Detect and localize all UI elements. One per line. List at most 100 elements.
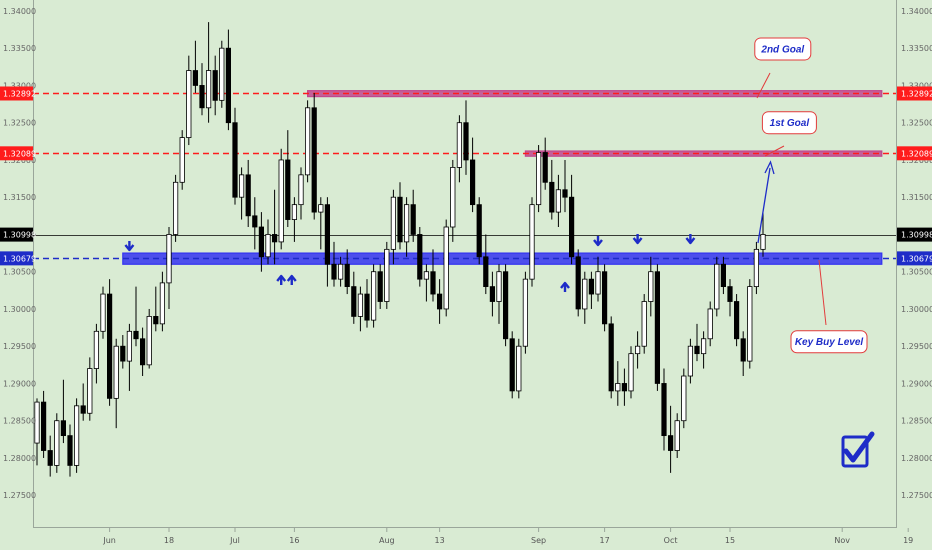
candle-bear	[212, 70, 218, 101]
y-tick-label-left: 1.33500	[3, 44, 36, 53]
candle-bear	[542, 152, 548, 183]
candle-bear	[720, 263, 727, 288]
candle-bull	[126, 330, 132, 362]
y-tick-label-right: 1.30500	[901, 268, 932, 277]
candle-bear	[271, 234, 278, 243]
checkmark-icon	[841, 431, 875, 468]
y-tick-label-left: 1.30500	[3, 268, 36, 277]
x-tick-label: Aug	[379, 536, 395, 545]
candle-bull	[159, 282, 165, 325]
x-axis-ticks: Jun 18 Jul 16 Aug 13 Sep 17 Oct 15 Nov 19	[102, 528, 913, 545]
candle-bull	[34, 401, 40, 444]
callout-pointer	[818, 259, 827, 326]
y-tick-label-left: 1.34000	[3, 7, 36, 16]
x-tick-label: Jul	[229, 536, 240, 545]
price-tag-right-label: 1.32892	[901, 89, 932, 98]
candle-bull	[370, 271, 377, 321]
candle-bull	[172, 181, 179, 235]
up-arrow-icon	[560, 281, 570, 289]
candle-bull	[701, 338, 707, 355]
callout-pointer	[764, 145, 785, 157]
candle-bear	[397, 196, 403, 243]
candle-bull	[496, 271, 502, 302]
callout-label: 2nd Goal	[760, 44, 804, 55]
y-tick-label-right: 1.28500	[901, 417, 932, 426]
y-tick-label-left: 1.30000	[3, 305, 36, 314]
candle-bear	[47, 450, 53, 466]
y-tick-label-right: 1.33000	[901, 81, 932, 90]
candle-bull	[760, 234, 766, 250]
candle-bear	[344, 263, 350, 288]
candle-bull	[681, 375, 687, 422]
y-tick-label-right: 1.27500	[901, 491, 932, 500]
candle-bull	[357, 293, 364, 317]
price-tag-left-label: 1.30998	[3, 231, 36, 240]
price-tag-right-label: 1.30998	[901, 231, 932, 240]
y-axis-ticks: 1.34000 1.34000 1.33500 1.33500 1.33000 1.330…	[3, 7, 932, 500]
price-tag-left-label: 1.30679	[3, 254, 36, 263]
candle-bear	[602, 271, 608, 325]
candle-bear	[410, 204, 416, 235]
y-tick-label-right: 1.32000	[901, 156, 932, 165]
candle-bear	[740, 338, 746, 362]
candle-bull	[291, 204, 298, 220]
candle-bull	[93, 330, 99, 369]
candle-bear	[199, 85, 205, 109]
candle-bull	[687, 345, 694, 377]
price-tag-right	[897, 146, 932, 161]
candle-bull	[87, 368, 93, 414]
price-tag-right-label: 1.32089	[901, 149, 932, 158]
candle-bull	[113, 345, 119, 399]
candle-bull	[265, 234, 271, 258]
price-tag-left	[0, 251, 33, 266]
y-tick-label-left: 1.32500	[3, 119, 36, 128]
callout-box	[754, 37, 812, 61]
x-tick-label: 18	[164, 536, 174, 545]
candle-bull	[337, 263, 344, 280]
y-tick-label-right: 1.33500	[901, 44, 932, 53]
y-tick-label-right: 1.34000	[901, 7, 932, 16]
price-tags-layer: 1.32892 1.32892 1.32089 1.32089 1.30998 1.309…	[0, 86, 932, 266]
up-arrow-icon	[276, 274, 287, 282]
projection-arrowhead-icon	[764, 160, 775, 175]
candle-bull	[179, 137, 185, 183]
candle-bear	[608, 323, 614, 392]
candle-bear	[331, 263, 337, 280]
candle-bear	[727, 286, 733, 302]
candle-bull	[753, 248, 760, 288]
candle-bear	[483, 256, 489, 288]
candle-bull	[450, 166, 456, 228]
price-tag-left-label: 1.32089	[3, 149, 36, 158]
candle-bear	[569, 196, 575, 258]
candle-bear	[588, 278, 595, 295]
candle-bear	[107, 293, 113, 399]
callout-box	[761, 111, 817, 135]
candle-bull	[384, 248, 390, 302]
candle-bull	[615, 383, 621, 392]
candle-bear	[120, 345, 126, 362]
x-tick-label: 16	[289, 536, 299, 545]
arrows-layer	[124, 160, 775, 292]
candle-bull	[555, 189, 562, 213]
candle-bull	[456, 122, 463, 168]
x-tick-label: Jun	[102, 536, 116, 545]
price-tag-left	[0, 146, 33, 161]
candle-bear	[654, 271, 661, 384]
candle-bear	[258, 226, 265, 258]
callout-pointer	[756, 72, 771, 99]
candle-bear	[476, 204, 482, 258]
candle-bear	[153, 316, 159, 325]
annotations-layer: 2nd Goal 1st Goal Key Buy Level	[754, 37, 868, 354]
candle-bull	[390, 196, 397, 250]
candle-bear	[417, 234, 423, 280]
candle-bear	[502, 271, 509, 340]
candle-bull	[635, 345, 641, 355]
candle-bull	[747, 286, 753, 362]
y-tick-label-left: 1.31500	[3, 193, 36, 202]
candle-bear	[621, 383, 628, 392]
candle-bear	[285, 159, 291, 220]
candle-bear	[562, 189, 568, 198]
candle-bear	[377, 271, 383, 302]
